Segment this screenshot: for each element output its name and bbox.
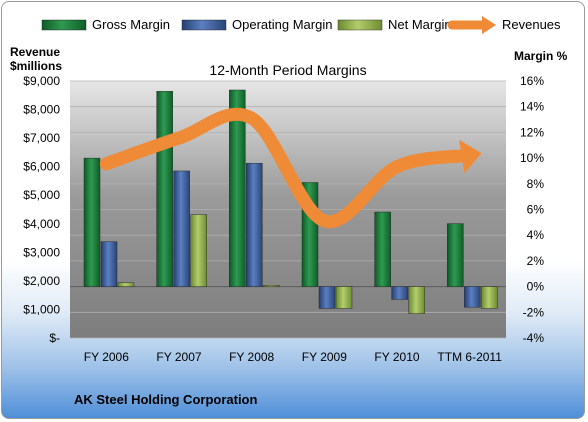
net-margin-bar [263,285,280,287]
revenue-line-path [99,107,477,229]
gross-margin-bar [447,223,464,287]
left-tick-label: $3,000 [23,245,60,259]
left-tick-label: $8,000 [23,103,60,117]
category-label: FY 2008 [229,350,274,364]
right-tick-label: 4% [527,228,545,242]
right-tick-label: -4% [523,331,545,345]
legend: Gross Margin Operating Margin Net Margin Re… [41,16,561,34]
left-tick-label: $7,000 [23,131,60,145]
operating-margin-bar [391,286,408,300]
operating-margin-bar [464,286,481,308]
category-labels: FY 2006 FY 2007 FY 2008 FY 2009 FY 2010 TTM 6… [84,350,502,364]
net-margin-bar [481,286,498,309]
left-tick-label: $1,000 [23,302,60,316]
left-tick-label: $2,000 [23,274,60,288]
category-label: FY 2009 [302,350,347,364]
left-tick-labels: $- $1,000 $2,000 $3,000 $4,000 $5,000 $6,000 $7… [23,74,60,345]
company-name: AK Steel Holding Corporation [74,392,258,407]
left-tick-label: $6,000 [23,160,60,174]
revenues-legend-arrow [482,16,496,34]
gross-margin-bar [83,157,101,287]
category-label: FY 2010 [374,350,419,364]
right-axis-title: Margin % [514,49,568,63]
right-tick-labels: -4% -2% 0% 2% 4% 6% 8% 10% 12% 14% 16% [520,74,544,345]
revenue-arrowhead [459,139,482,174]
left-tick-label: $- [49,331,60,345]
gridlines [70,80,506,339]
right-tick-label: 8% [527,177,545,191]
right-tick-label: 6% [527,203,545,217]
right-tick-label: 0% [527,280,545,294]
net-margin-bar [190,214,207,287]
revenues-legend-label: Revenues [502,17,561,32]
margins-chart: Gross Margin Operating Margin Net Margin Re… [10,16,568,407]
right-tick-label: 2% [527,254,545,268]
gross-margin-bar [374,211,391,287]
gross-margin-bar [229,89,246,287]
revenue-line [99,107,482,229]
net-margin-legend-swatch [337,19,383,31]
right-tick-label: 16% [520,74,544,88]
operating-margin-legend-label: Operating Margin [232,17,332,32]
operating-margin-bar [173,170,190,287]
right-tick-label: 14% [520,100,544,114]
left-tick-label: $9,000 [23,74,60,88]
gross-margin-legend-swatch [41,19,87,31]
category-label: FY 2007 [156,350,201,364]
category-label: TTM 6-2011 [437,350,502,364]
operating-margin-bar [246,163,263,287]
right-tick-label: 12% [520,125,544,139]
net-margin-legend-label: Net Margin [388,17,452,32]
net-margin-bar [335,286,353,309]
gross-margin-bar [156,91,173,287]
left-tick-label: $4,000 [23,217,60,231]
operating-margin-legend-swatch [181,19,227,31]
chart-title: 12-Month Period Margins [209,62,366,78]
gross-margin-legend-label: Gross Margin [92,17,170,32]
net-margin-bar [117,282,135,287]
net-margin-bar [408,286,425,314]
operating-margin-bar [318,286,336,309]
left-tick-label: $5,000 [23,188,60,202]
left-axis-title-line1: Revenue [10,45,60,59]
right-tick-label: -2% [523,305,545,319]
right-tick-label: 10% [520,151,544,165]
left-axis-title-line2: $millions [10,59,62,73]
category-label: FY 2006 [84,350,129,364]
operating-margin-bar [100,241,118,287]
